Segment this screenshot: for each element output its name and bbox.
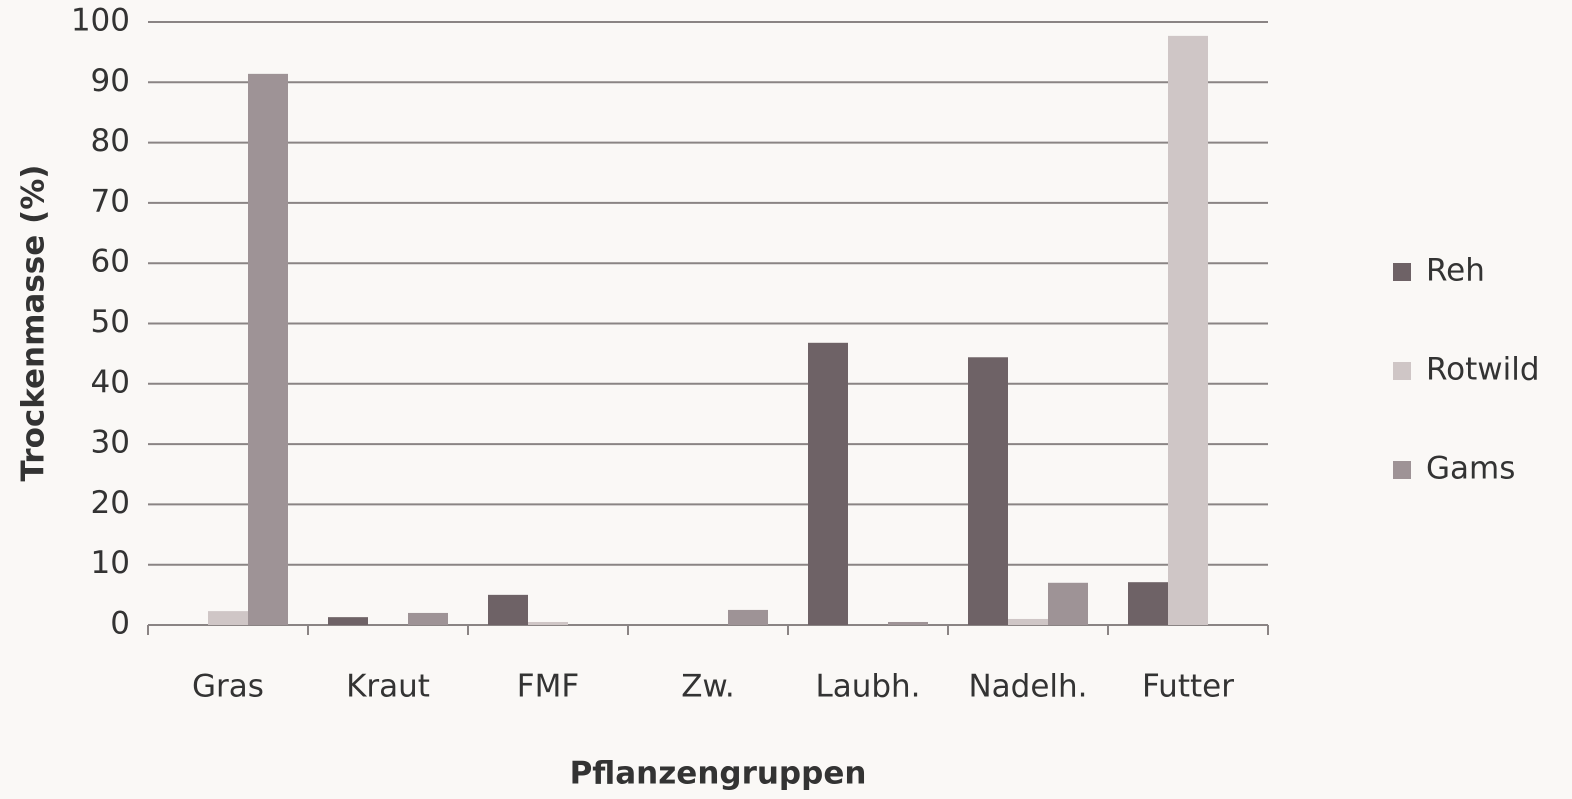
bar (1008, 618, 1048, 625)
bar (1128, 582, 1168, 625)
y-tick-label: 50 (91, 304, 130, 340)
y-tick-label: 80 (91, 123, 130, 159)
y-tick-label: 70 (91, 183, 130, 219)
x-tick-label: FMF (517, 669, 579, 705)
y-tick-label: 100 (71, 3, 130, 39)
legend-swatch (1393, 263, 1411, 281)
y-tick-label: 90 (91, 63, 130, 99)
y-tick-label: 10 (91, 545, 130, 581)
x-tick-label: Futter (1142, 669, 1234, 705)
x-tick-label: Laubh. (815, 669, 920, 705)
bar (408, 612, 448, 625)
x-tick-label: Gras (192, 669, 264, 705)
bar (968, 357, 1008, 625)
bar (528, 621, 568, 625)
legend-swatch (1393, 362, 1411, 380)
bar (248, 73, 288, 625)
bar (1048, 582, 1088, 625)
legend-label: Reh (1426, 253, 1485, 289)
bar (488, 594, 528, 625)
legend-swatch (1393, 461, 1411, 479)
x-axis-title: Pflanzengruppen (570, 756, 867, 792)
y-tick-label: 60 (91, 244, 130, 280)
y-axis-title: Trockenmasse (%) (16, 165, 52, 482)
bar (1168, 35, 1208, 625)
bar (728, 609, 768, 625)
legend-label: Gams (1426, 451, 1515, 487)
y-tick-label: 20 (91, 485, 130, 521)
x-tick-label: Nadelh. (968, 669, 1087, 705)
y-tick-label: 0 (110, 606, 130, 642)
bar (808, 342, 848, 625)
legend-label: Rotwild (1426, 352, 1540, 388)
y-tick-label: 40 (91, 364, 130, 400)
bar (888, 621, 928, 625)
bar (328, 617, 368, 625)
bar (208, 611, 248, 625)
y-tick-label: 30 (91, 425, 130, 461)
x-tick-label: Zw. (681, 669, 735, 705)
x-tick-label: Kraut (346, 669, 430, 705)
